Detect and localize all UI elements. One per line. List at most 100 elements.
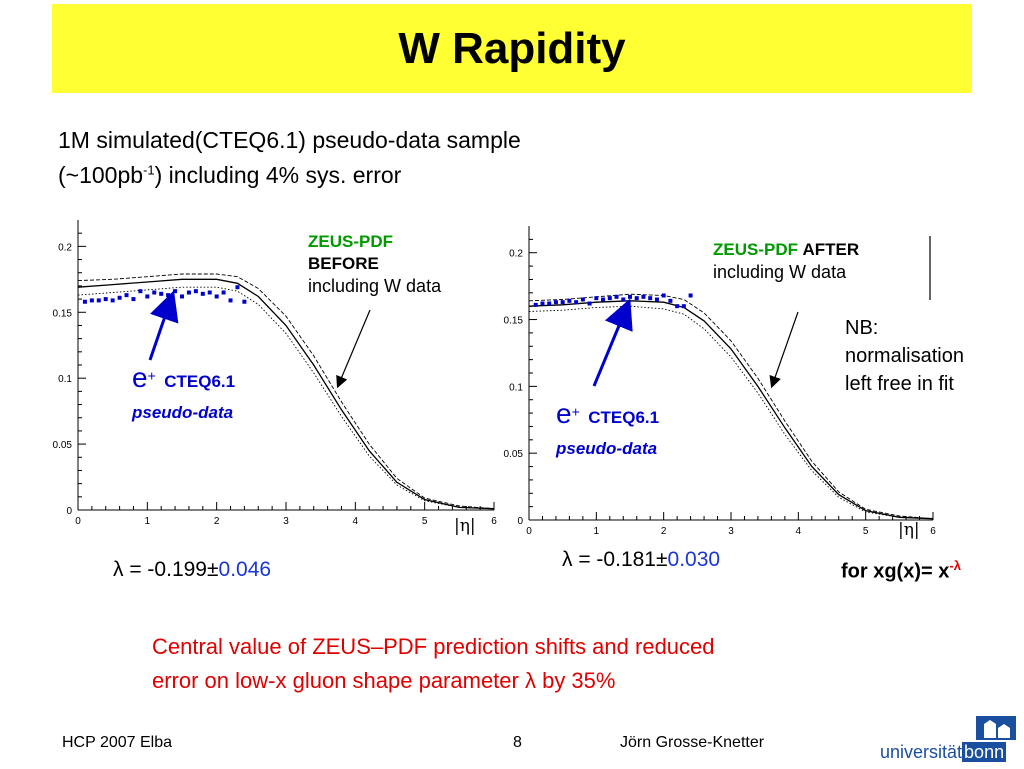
right-data-point — [634, 296, 639, 301]
university-logo: universität bonn — [880, 712, 1020, 764]
left-data-point — [228, 298, 233, 303]
left-data-point — [124, 293, 129, 298]
left-data-point — [235, 285, 240, 290]
subtitle-line2-pre: (~100pb — [58, 162, 144, 188]
footer-page-number: 8 — [513, 734, 522, 751]
formula-text: for xg(x)= x — [841, 560, 950, 583]
plot-right-label-bold: AFTER — [802, 240, 860, 259]
right-data-point — [661, 293, 666, 298]
plot-left-eplus: e — [132, 362, 148, 393]
left-data-point — [152, 290, 157, 295]
left-x-tick-label: 3 — [283, 516, 289, 527]
footer-left: HCP 2007 Elba — [62, 734, 172, 751]
nb-note-line2: normalisation — [845, 345, 964, 367]
plot-left-label-green: ZEUS-PDF — [308, 232, 393, 251]
logo-text-plain: universität — [880, 742, 963, 762]
right-arrow — [592, 298, 633, 387]
left-data-point — [214, 294, 219, 299]
left-arrow — [336, 309, 371, 389]
subtitle-line2: (~100pb-1) including 4% sys. error — [58, 162, 401, 189]
right-data-point — [654, 297, 659, 302]
right-data-point — [547, 301, 552, 306]
right-x-tick-label: 6 — [930, 526, 936, 537]
right-data-point — [648, 296, 653, 301]
lambda-left-value: λ = -0.199± — [113, 558, 219, 581]
university-logo-graphic — [976, 716, 1016, 740]
plot-right-eplus-sup: + — [571, 403, 580, 420]
nb-note: NB: normalisation left free in fit — [845, 314, 964, 398]
plot-left-label-bold: BEFORE — [308, 254, 379, 273]
left-data-point — [82, 299, 87, 304]
lambda-left: λ = -0.199±0.046 — [113, 558, 271, 582]
right-data-point — [614, 294, 619, 299]
left-data-point — [145, 294, 150, 299]
right-series-dotted — [528, 305, 934, 520]
left-x-tick-label: 5 — [422, 516, 428, 527]
conclusion-line2: error on low-x gluon shape parameter λ b… — [152, 668, 616, 693]
logo-crest-tower — [984, 720, 996, 738]
footer-author: Jörn Grosse-Knetter — [620, 734, 765, 751]
left-y-tick-label: 0.15 — [53, 308, 73, 319]
right-data-point — [580, 297, 585, 302]
slide-title: W Rapidity — [398, 23, 626, 73]
right-data-point — [628, 294, 632, 299]
plot-left-cteq: CTEQ6.1 — [164, 372, 236, 391]
right-y-tick-label: 0.15 — [504, 316, 524, 327]
lambda-right-error: 0.030 — [667, 548, 721, 571]
left-y-tick-label: 0.2 — [58, 242, 72, 253]
plot-right-cteq: CTEQ6.1 — [588, 408, 660, 427]
right-data-point — [553, 300, 558, 305]
right-data-point — [641, 294, 646, 299]
left-data-point — [138, 289, 143, 294]
plot-left-eplus-sup: + — [147, 367, 156, 384]
nb-note-line1: NB: — [845, 317, 879, 339]
plot-left-xaxis-label: |η| — [454, 516, 476, 536]
left-data-point — [117, 295, 122, 300]
right-x-tick-label: 2 — [661, 526, 667, 537]
right-y-tick-label: 0.05 — [504, 449, 524, 460]
left-data-point — [110, 298, 115, 303]
right-data-point — [675, 304, 680, 309]
left-series-dotted — [77, 286, 495, 510]
left-data-point — [96, 298, 101, 303]
left-data-point — [131, 297, 136, 302]
formula-sup: -λ — [949, 558, 961, 573]
right-data-point — [540, 301, 545, 306]
conclusion-line1: Central value of ZEUS–PDF prediction shi… — [152, 634, 715, 659]
right-data-point — [607, 296, 612, 301]
left-x-tick-label: 0 — [75, 516, 81, 527]
right-data-point — [681, 304, 686, 309]
left-data-point — [221, 290, 226, 295]
right-x-tick-label: 0 — [526, 526, 532, 537]
right-data-point — [668, 298, 673, 303]
left-data-point — [103, 297, 108, 302]
plot-left: 0 1 2 3 4 5 6 0.05 0.1 0.15 0.2 0 ZEUS-PDF BEFORE i… — [32, 212, 502, 542]
logo-crest-tower2 — [998, 724, 1010, 738]
plot-right-eplus: e — [556, 398, 572, 429]
subtitle-line2-post: ) including 4% sys. error — [154, 162, 402, 188]
right-data-point — [594, 296, 599, 301]
left-x-tick-label: 4 — [353, 516, 359, 527]
left-data-point — [180, 294, 184, 299]
right-y-tick-label-zero: 0 — [517, 516, 523, 527]
plot-left-label-zeus: ZEUS-PDF BEFORE including W data — [308, 232, 441, 297]
left-arrow — [148, 290, 179, 361]
right-arrow — [769, 311, 799, 389]
left-data-point — [166, 293, 171, 298]
logo-text: universität bonn — [880, 742, 1007, 763]
lambda-right: λ = -0.181±0.030 — [562, 548, 720, 572]
plot-left-label-line3: including W data — [308, 276, 442, 296]
right-x-tick-label: 5 — [863, 526, 869, 537]
logo-text-box: bonn — [962, 742, 1007, 762]
right-x-tick-label: 1 — [594, 526, 600, 537]
plot-right-label-line3: including W data — [713, 262, 847, 282]
left-data-point — [207, 290, 212, 295]
left-x-tick-label: 2 — [214, 516, 220, 527]
left-data-point — [186, 290, 191, 295]
left-y-tick-label: 0.1 — [58, 374, 72, 385]
plot-left-eplus-label: e+ CTEQ6.1 — [132, 362, 235, 394]
subtitle-line1: 1M simulated(CTEQ6.1) pseudo-data sample — [58, 127, 521, 153]
subtitle-line2-sup: -1 — [143, 162, 155, 178]
left-series-dashed — [77, 273, 495, 510]
plot-right-xaxis-label: |η| — [898, 520, 920, 540]
